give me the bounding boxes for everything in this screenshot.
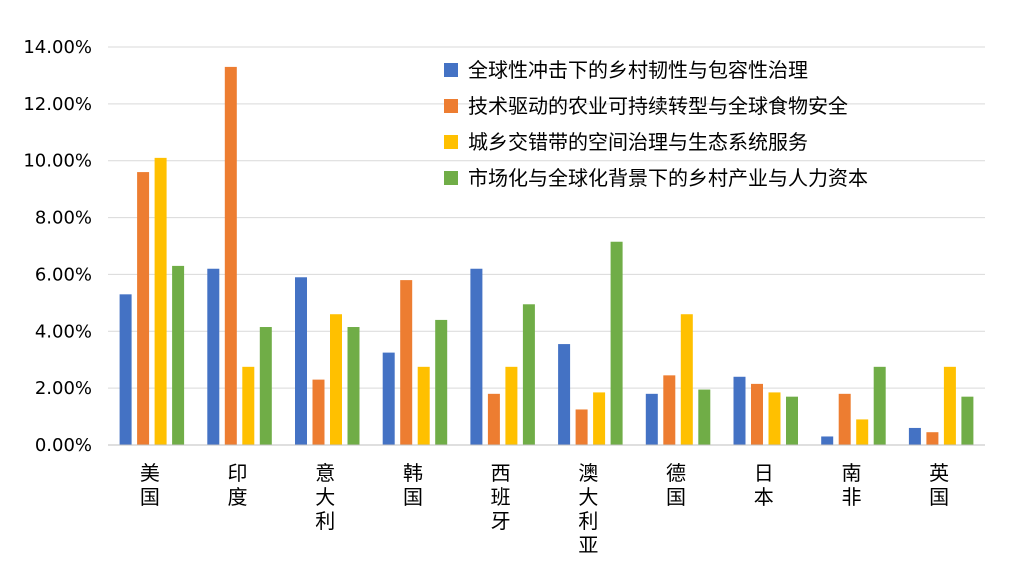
bar	[856, 419, 869, 445]
bar	[154, 157, 167, 445]
x-category-label: 南非	[841, 461, 861, 509]
bar	[786, 396, 798, 445]
bar	[680, 314, 693, 445]
bar	[312, 379, 325, 445]
y-tick-label: 4.00%	[35, 321, 92, 342]
legend-label: 技术驱动的农业可持续转型与全球食物安全	[468, 94, 848, 118]
y-tick-label: 0.00%	[35, 435, 92, 456]
bar	[926, 432, 939, 445]
x-category-label: 英国	[929, 461, 949, 509]
gridlines	[108, 46, 985, 389]
bar	[224, 66, 237, 446]
bar	[382, 352, 395, 445]
bar	[347, 327, 360, 445]
y-tick-label: 6.00%	[35, 264, 92, 285]
y-tick-label: 8.00%	[35, 208, 92, 229]
bar	[295, 277, 307, 445]
x-category-label: 美国	[140, 461, 160, 509]
bar	[575, 409, 588, 445]
bar	[470, 268, 483, 445]
x-category-label: 德国	[666, 461, 686, 509]
bar	[645, 393, 658, 445]
y-tick-label: 10.00%	[23, 151, 92, 172]
bar	[207, 268, 220, 445]
x-category-label: 韩国	[403, 461, 423, 509]
legend-swatch	[444, 135, 458, 149]
bar	[330, 314, 342, 445]
bar	[943, 366, 956, 445]
bar	[873, 366, 886, 445]
bar	[119, 294, 132, 445]
bar	[751, 383, 763, 445]
bar	[435, 319, 448, 445]
bar	[242, 366, 255, 445]
y-tick-label: 2.00%	[35, 378, 92, 399]
x-axis-categories: 美国 印度 意大利 韩国 西班牙 澳大利亚 德国 日本 南非 英国	[140, 461, 949, 557]
legend-label: 市场化与全球化背景下的乡村产业与人力资本	[468, 166, 868, 190]
x-category-label: 澳大利亚	[578, 461, 598, 557]
bar	[558, 344, 571, 445]
bar	[487, 393, 500, 445]
legend: 全球性冲击下的乡村韧性与包容性治理技术驱动的农业可持续转型与全球食物安全城乡交错…	[444, 58, 868, 190]
bar	[417, 366, 430, 445]
bars	[119, 66, 974, 446]
legend-label: 全球性冲击下的乡村韧性与包容性治理	[468, 58, 808, 82]
bar	[733, 376, 746, 445]
bar	[593, 392, 606, 445]
bar	[768, 392, 781, 445]
bar	[698, 389, 711, 445]
legend-label: 城乡交错带的空间治理与生态系统服务	[468, 130, 808, 154]
y-tick-label: 14.00%	[23, 37, 92, 58]
x-category-label: 西班牙	[491, 461, 511, 533]
bar	[400, 280, 413, 445]
bar	[821, 436, 834, 445]
bar	[137, 172, 150, 446]
bar	[838, 393, 851, 445]
bar	[908, 427, 921, 445]
y-axis-ticks: 0.00% 2.00% 4.00% 6.00% 8.00% 10.00% 12.00% 14.…	[23, 37, 92, 456]
bar	[663, 375, 676, 445]
bar	[505, 366, 518, 445]
legend-swatch	[444, 63, 458, 77]
legend-swatch	[444, 171, 458, 185]
y-tick-label: 12.00%	[23, 94, 92, 115]
bar	[259, 327, 272, 445]
x-category-label: 意大利	[315, 461, 335, 533]
bar	[172, 265, 185, 445]
bar	[610, 241, 623, 445]
x-category-label: 印度	[228, 461, 248, 509]
legend-swatch	[444, 99, 458, 113]
bar	[522, 304, 535, 445]
bar	[961, 396, 974, 445]
x-category-label: 日本	[754, 461, 774, 509]
